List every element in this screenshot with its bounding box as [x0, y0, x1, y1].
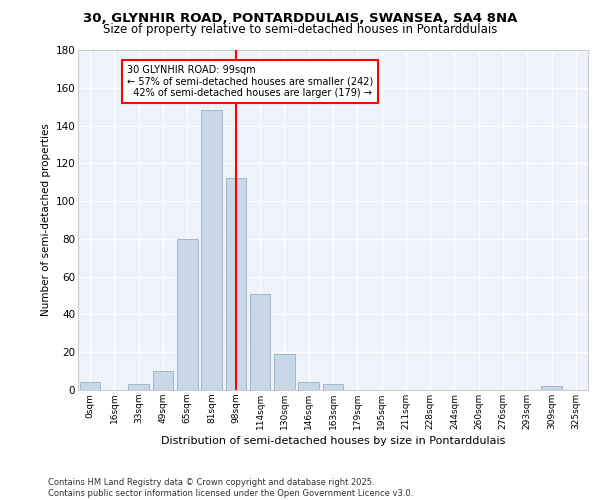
- X-axis label: Distribution of semi-detached houses by size in Pontarddulais: Distribution of semi-detached houses by …: [161, 436, 505, 446]
- Bar: [152, 371, 173, 390]
- Bar: [128, 384, 149, 390]
- Bar: [298, 382, 319, 390]
- Y-axis label: Number of semi-detached properties: Number of semi-detached properties: [41, 124, 52, 316]
- Text: 30 GLYNHIR ROAD: 99sqm
← 57% of semi-detached houses are smaller (242)
  42% of : 30 GLYNHIR ROAD: 99sqm ← 57% of semi-det…: [127, 65, 373, 98]
- Bar: [177, 239, 197, 390]
- Bar: [250, 294, 271, 390]
- Bar: [80, 382, 100, 390]
- Bar: [323, 384, 343, 390]
- Bar: [201, 110, 222, 390]
- Bar: [274, 354, 295, 390]
- Text: 30, GLYNHIR ROAD, PONTARDDULAIS, SWANSEA, SA4 8NA: 30, GLYNHIR ROAD, PONTARDDULAIS, SWANSEA…: [83, 12, 517, 26]
- Bar: [226, 178, 246, 390]
- Text: Contains HM Land Registry data © Crown copyright and database right 2025.
Contai: Contains HM Land Registry data © Crown c…: [48, 478, 413, 498]
- Bar: [541, 386, 562, 390]
- Text: Size of property relative to semi-detached houses in Pontarddulais: Size of property relative to semi-detach…: [103, 22, 497, 36]
